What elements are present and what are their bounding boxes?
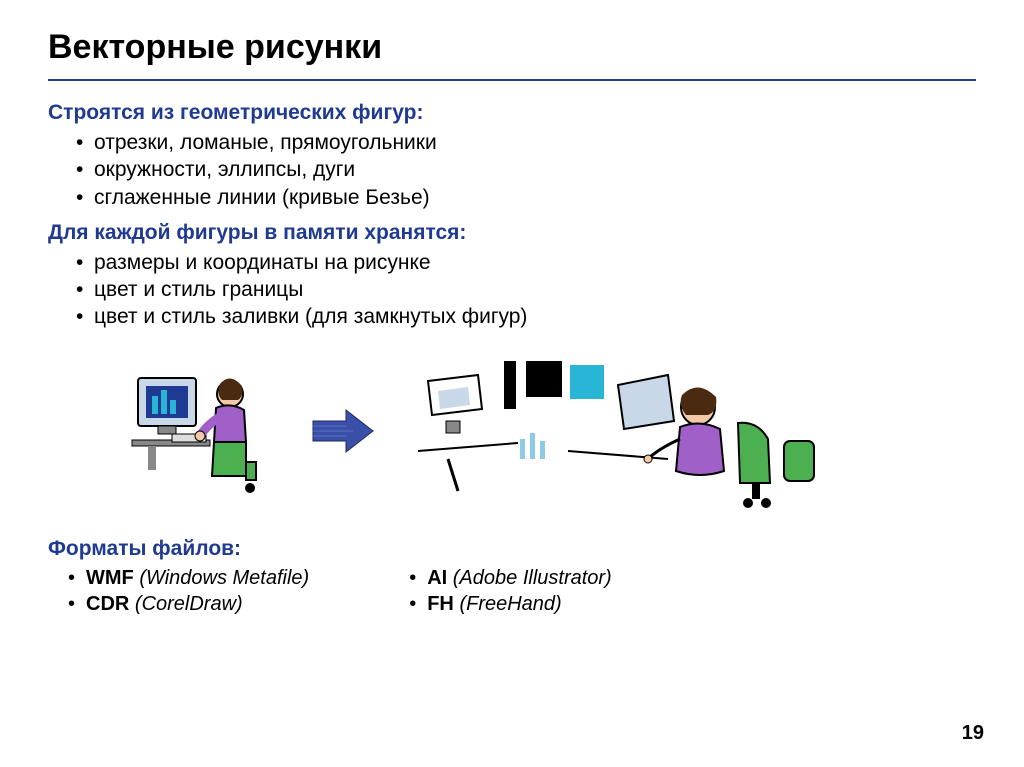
list-item: цвет и стиль заливки (для замкнутых фигу… bbox=[76, 303, 976, 330]
section2-head: Для каждой фигуры в памяти хранятся: bbox=[48, 221, 976, 245]
list-item: FH (FreeHand) bbox=[409, 591, 612, 617]
list-item: цвет и стиль границы bbox=[76, 276, 976, 303]
illustration-row bbox=[128, 351, 976, 511]
clipart-right-icon bbox=[408, 351, 828, 511]
clipart-left-icon bbox=[128, 366, 278, 496]
page-number: 19 bbox=[962, 722, 984, 745]
section1-head: Строятся из геометрических фигур: bbox=[48, 101, 976, 125]
section2-list: размеры и координаты на рисунке цвет и с… bbox=[76, 249, 976, 331]
list-item: CDR (CorelDraw) bbox=[68, 591, 309, 617]
section1-list: отрезки, ломаные, прямоугольники окружно… bbox=[76, 129, 976, 211]
list-item: размеры и координаты на рисунке bbox=[76, 249, 976, 276]
list-item: сглаженные линии (кривые Безье) bbox=[76, 184, 976, 211]
title-rule bbox=[48, 79, 976, 81]
formats-col2: AI (Adobe Illustrator) FH (FreeHand) bbox=[409, 565, 612, 617]
slide-title: Векторные рисунки bbox=[48, 28, 976, 67]
section3-head: Форматы файлов: bbox=[48, 537, 309, 561]
list-item: окружности, эллипсы, дуги bbox=[76, 156, 976, 183]
formats-col1: WMF (Windows Metafile) CDR (CorelDraw) bbox=[68, 565, 309, 617]
list-item: AI (Adobe Illustrator) bbox=[409, 565, 612, 591]
arrow-icon bbox=[308, 406, 378, 456]
list-item: WMF (Windows Metafile) bbox=[68, 565, 309, 591]
list-item: отрезки, ломаные, прямоугольники bbox=[76, 129, 976, 156]
